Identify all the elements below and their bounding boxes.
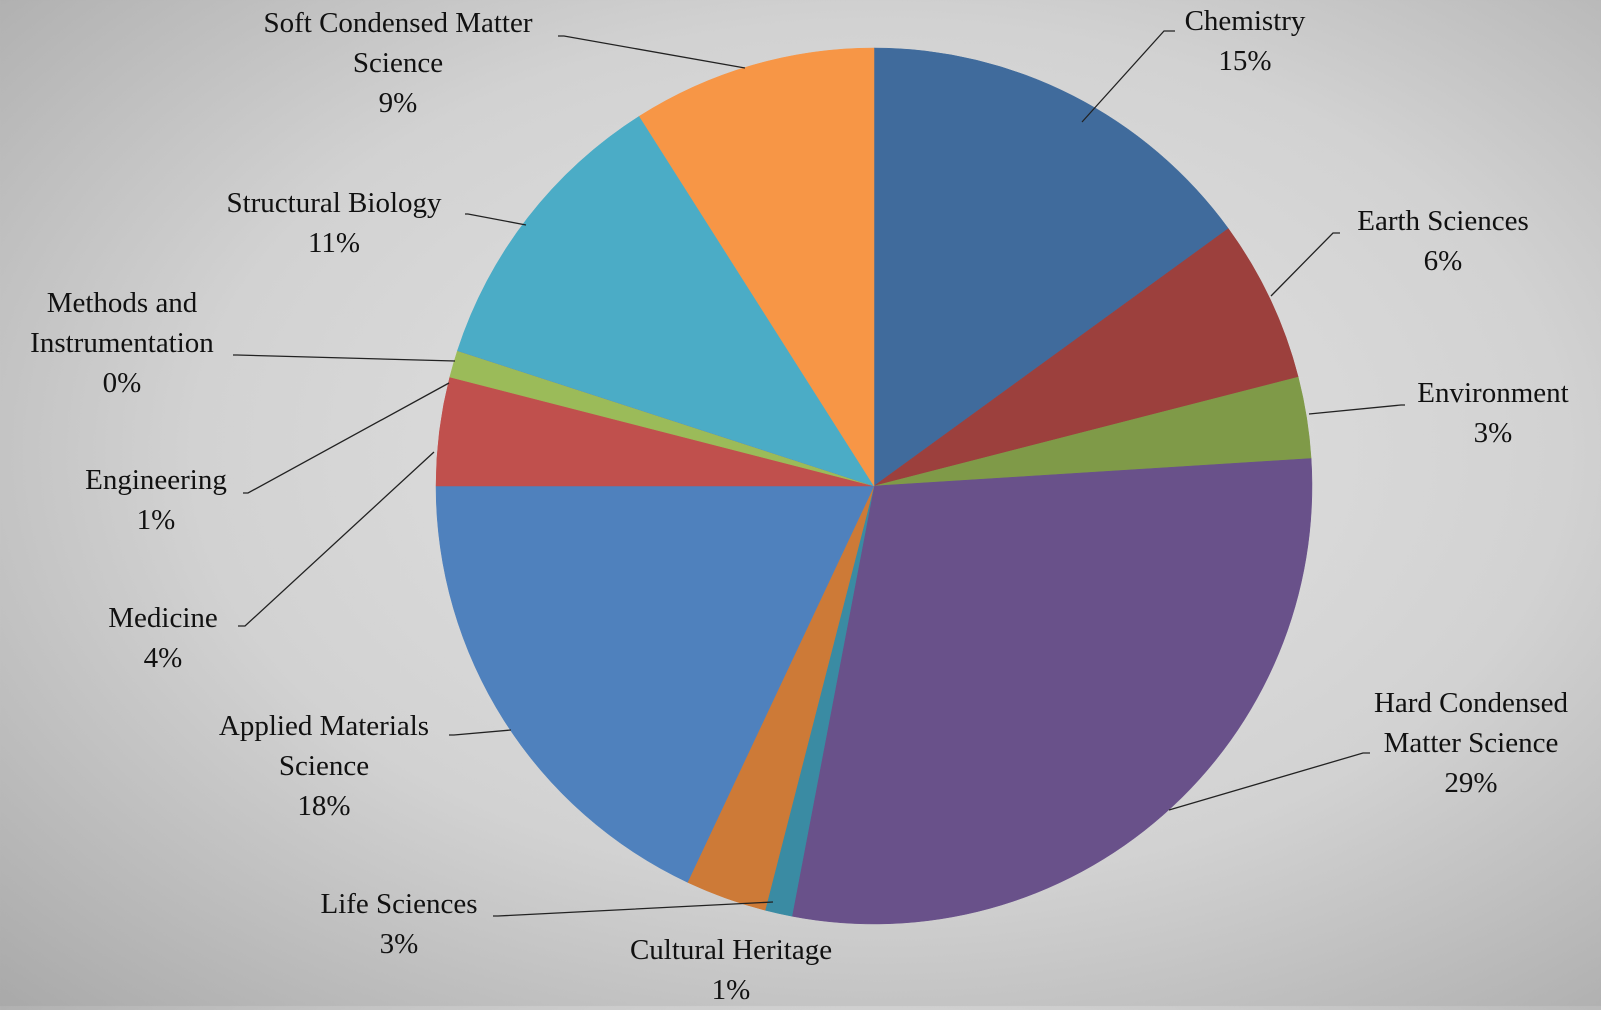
slice-label: Cultural Heritage 1% [591,930,871,1010]
leader-line [1308,404,1405,415]
category-label: Hard Condensed Matter Science [1373,687,1569,759]
slice-label: Environment 3% [1383,373,1601,453]
leader-line [233,354,456,362]
slice-label: Soft Condensed Matter Science 9% [228,3,568,123]
value-label: 11% [307,227,361,259]
category-label: Life Sciences [320,888,478,920]
slice-label: Life Sciences 3% [279,884,519,964]
pie [435,47,1313,925]
leader-line [1270,232,1340,297]
value-label: 3% [379,928,419,960]
value-label: 0% [102,367,142,399]
value-label: 6% [1423,245,1463,277]
slice-label: Engineering 1% [46,460,266,540]
category-label: Earth Sciences [1357,205,1529,237]
leader-line [1168,752,1370,811]
category-label: Medicine [108,602,218,634]
slice-label: Methods and Instrumentation 0% [0,283,247,403]
value-label: 18% [297,790,351,822]
value-label: 1% [136,504,176,536]
value-label: 9% [378,87,418,119]
pie-slice [873,228,1299,487]
category-label: Environment [1417,377,1569,409]
pie-slice [791,458,1313,925]
slice-label: Medicine 4% [63,598,263,678]
leader-line [238,451,435,627]
value-label: 1% [711,974,751,1006]
pie-slice [638,47,875,487]
slice-label: Earth Sciences 6% [1323,201,1563,281]
leader-line [493,901,774,917]
pie-slice [873,47,1229,487]
slice-label: Hard Condensed Matter Science 29% [1351,683,1591,803]
value-label: 4% [143,642,183,674]
category-label: Applied Materials Science [218,710,430,782]
slice-label: Chemistry 15% [1145,1,1345,81]
category-label: Soft Condensed Matter Science [263,7,533,79]
value-label: 15% [1218,45,1272,77]
leader-line [243,382,450,494]
category-label: Methods and Instrumentation [30,287,214,359]
leader-line [465,213,527,226]
category-label: Structural Biology [226,187,442,219]
leader-line [1081,30,1175,123]
pie-slice [435,485,875,883]
value-label: 29% [1444,767,1498,799]
slice-label: Applied Materials Science 18% [189,706,459,826]
category-label: Cultural Heritage [629,934,833,966]
category-label: Chemistry [1184,5,1306,37]
leader-line [558,35,746,69]
value-label: 3% [1473,417,1513,449]
leader-lines [233,30,1405,917]
slice-label: Structural Biology 11% [184,183,484,263]
pie-slice [457,115,875,487]
category-label: Engineering [85,464,227,496]
leader-line [449,729,512,736]
